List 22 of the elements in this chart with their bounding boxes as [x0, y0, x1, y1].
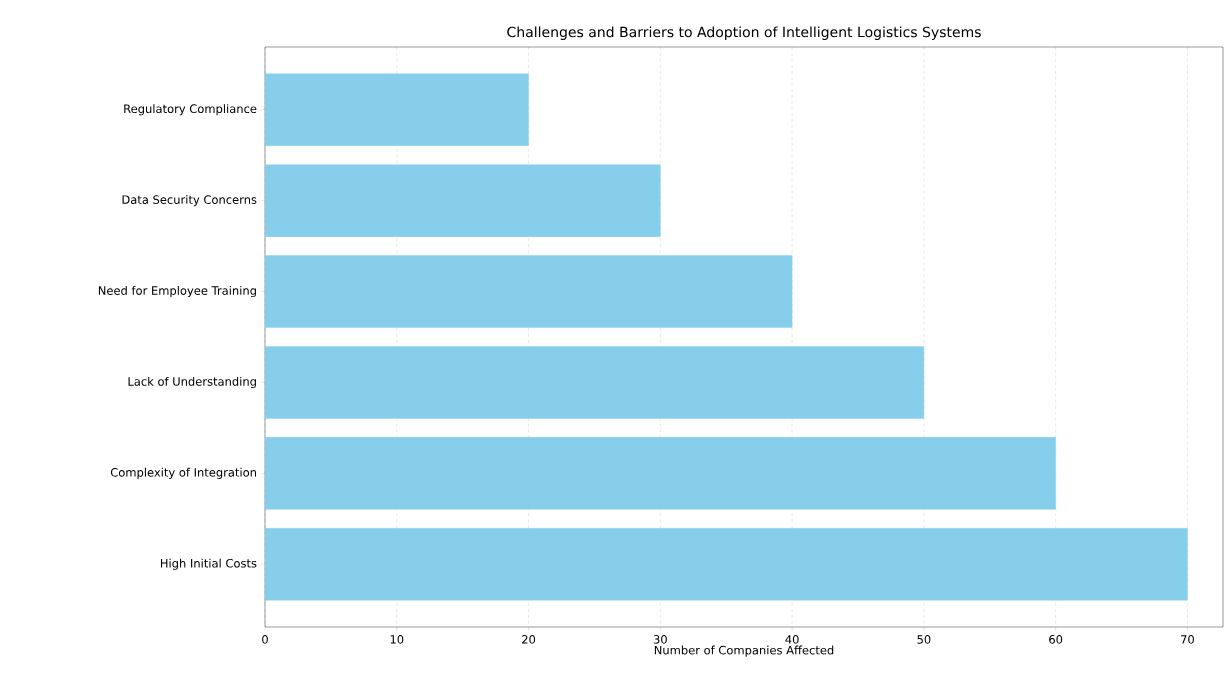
x-tick-label: 50: [917, 635, 931, 644]
bar: [265, 528, 1188, 601]
x-tick-label: 20: [522, 635, 536, 644]
x-axis-title: Number of Companies Affected: [654, 645, 834, 657]
y-tick-label: Data Security Concerns: [122, 195, 257, 207]
bar: [265, 346, 925, 419]
x-tick-label: 10: [390, 635, 404, 644]
bar: [265, 73, 529, 146]
x-tick-label: 0: [262, 635, 268, 644]
x-tick-label: 30: [653, 635, 667, 644]
bar: [265, 255, 793, 328]
y-tick-label: Need for Employee Training: [98, 285, 256, 298]
x-tick-label: 40: [785, 635, 799, 644]
chart-title: Challenges and Barriers to Adoption of Intelligent Logistics Systems: [507, 26, 981, 40]
x-tick-label: 60: [1049, 635, 1063, 644]
y-tick-label: Regulatory Compliance: [124, 104, 257, 116]
bar: [265, 164, 661, 237]
bar: [265, 437, 1056, 510]
y-tick-label: High Initial Costs: [160, 558, 257, 570]
y-tick-label: Complexity of Integration: [110, 467, 256, 479]
x-tick-label: 70: [1181, 635, 1194, 644]
y-tick-label: Lack of Understanding: [128, 376, 256, 389]
